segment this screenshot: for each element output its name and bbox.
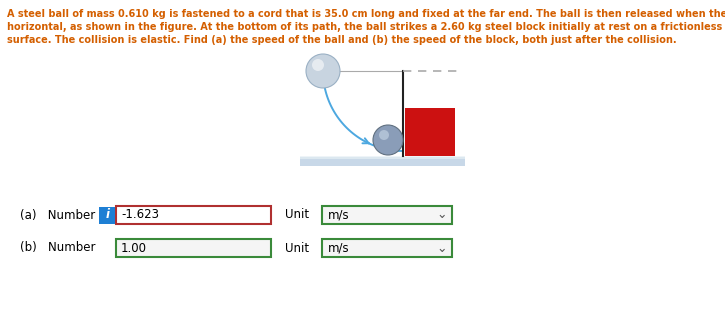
Bar: [405, 108, 455, 156]
Text: (b)   Number: (b) Number: [20, 242, 96, 254]
Text: (a)   Number: (a) Number: [20, 208, 95, 221]
Text: m/s: m/s: [328, 242, 349, 254]
Circle shape: [373, 125, 403, 155]
Bar: [322, 239, 452, 257]
Text: i: i: [106, 208, 109, 221]
Bar: [300, 156, 465, 159]
Bar: [116, 206, 271, 224]
Text: A steel ball of mass 0.610 kg is fastened to a cord that is 35.0 cm long and fix: A steel ball of mass 0.610 kg is fastene…: [7, 9, 725, 19]
Text: -1.623: -1.623: [121, 208, 159, 221]
Bar: [300, 156, 465, 166]
Bar: [300, 156, 465, 157]
Text: m/s: m/s: [328, 208, 349, 221]
Text: ⌄: ⌄: [436, 208, 447, 221]
Bar: [116, 239, 271, 257]
Text: Unit: Unit: [285, 242, 309, 254]
Text: 1.00: 1.00: [121, 242, 147, 254]
Text: horizontal, as shown in the figure. At the bottom of its path, the ball strikes : horizontal, as shown in the figure. At t…: [7, 22, 722, 32]
Circle shape: [312, 59, 324, 71]
Text: surface. The collision is elastic. Find (a) the speed of the ball and (b) the sp: surface. The collision is elastic. Find …: [7, 35, 676, 45]
Circle shape: [379, 130, 389, 140]
Text: Unit: Unit: [285, 208, 309, 221]
Circle shape: [306, 54, 340, 88]
FancyBboxPatch shape: [99, 207, 115, 224]
Text: ⌄: ⌄: [436, 242, 447, 254]
Bar: [322, 206, 452, 224]
